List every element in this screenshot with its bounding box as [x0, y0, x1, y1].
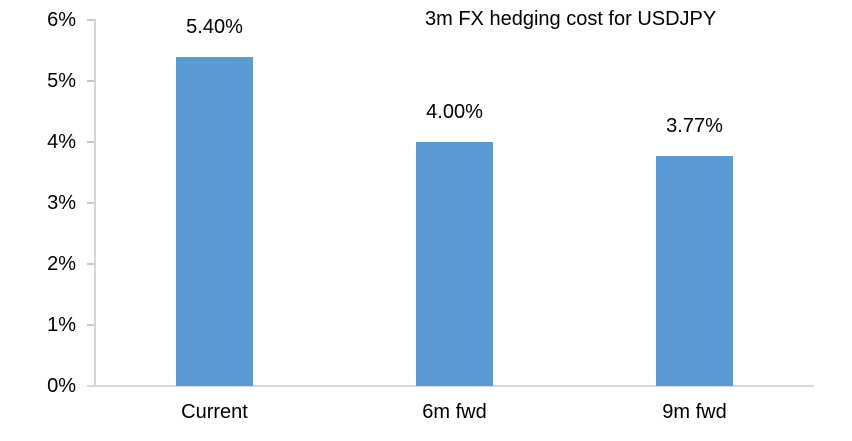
y-axis-tick-label: 2% [47, 253, 76, 275]
y-axis-tick [87, 324, 94, 326]
x-axis-category-label: 9m fwd [662, 401, 727, 423]
y-axis-tick-label: 6% [47, 9, 76, 31]
bar-current [176, 57, 253, 386]
bar-6m-fwd [416, 142, 493, 386]
bar-value-label: 5.40% [186, 16, 243, 38]
y-axis-tick-label: 3% [47, 192, 76, 214]
y-axis-tick [87, 141, 94, 143]
y-axis-tick [87, 263, 94, 265]
bar-9m-fwd [656, 156, 733, 386]
y-axis-tick-label: 1% [47, 314, 76, 336]
chart-title: 3m FX hedging cost for USDJPY [425, 8, 717, 30]
x-axis-category-label: 6m fwd [422, 401, 487, 423]
x-axis-baseline [87, 385, 814, 387]
bar-value-label: 3.77% [666, 115, 723, 137]
y-axis-tick-label: 4% [47, 131, 76, 153]
y-axis-line [94, 19, 96, 386]
y-axis-tick [87, 80, 94, 82]
y-axis-tick-label: 5% [47, 70, 76, 92]
y-axis-tick-label: 0% [47, 375, 76, 397]
y-axis-tick [87, 19, 94, 21]
bar-value-label: 4.00% [426, 101, 483, 123]
x-axis-category-label: Current [181, 401, 248, 423]
y-axis-tick [87, 202, 94, 204]
